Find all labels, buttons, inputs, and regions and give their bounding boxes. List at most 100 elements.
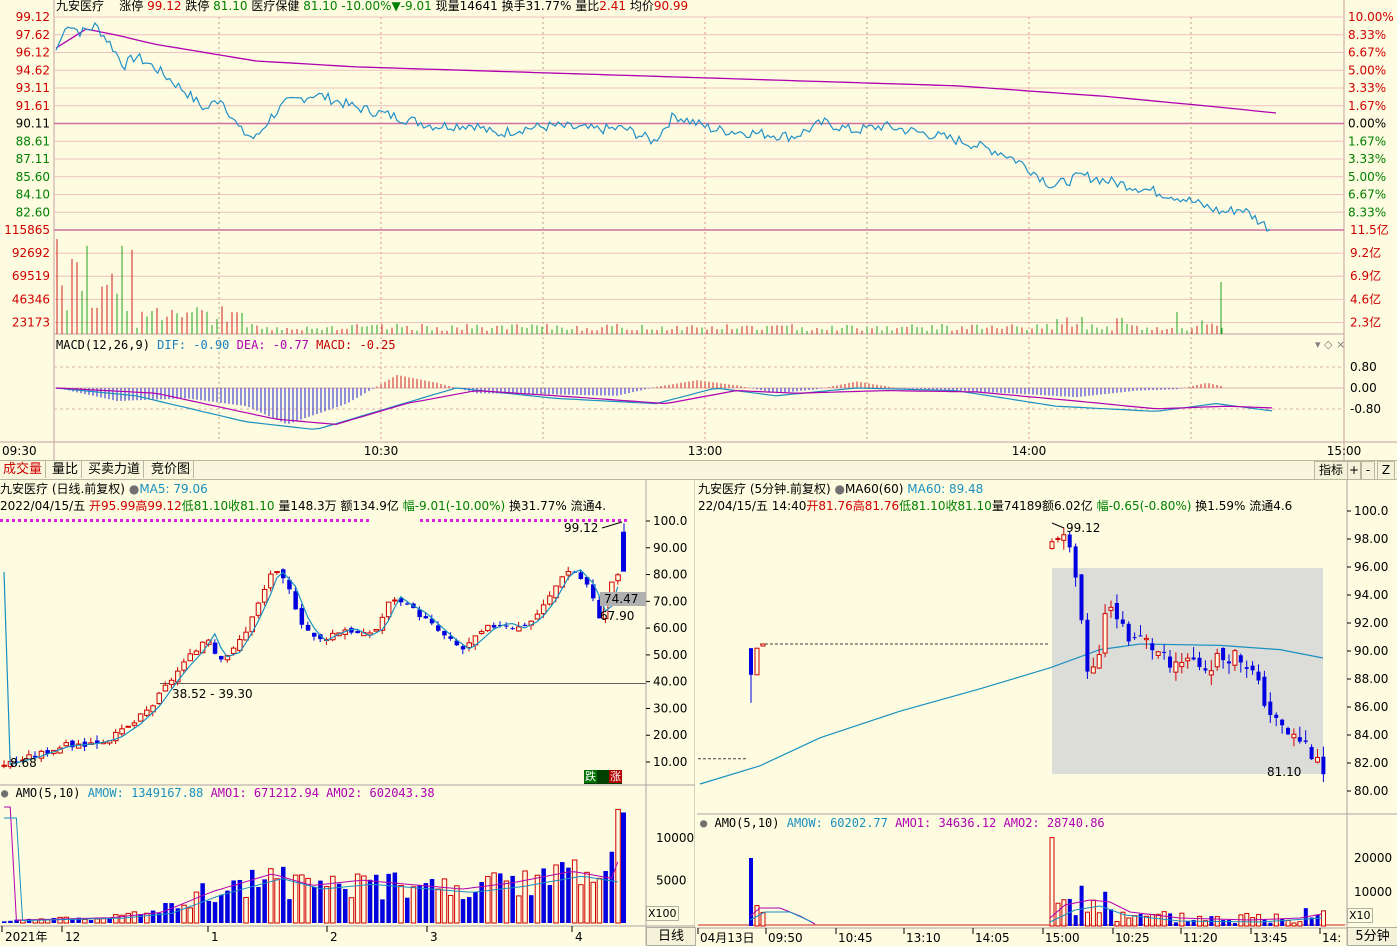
daily-candle-down — [436, 625, 441, 631]
ma60-dot-icon: ● — [834, 482, 845, 496]
daily-candle-down — [448, 636, 453, 639]
daily-amo-bar — [386, 873, 391, 923]
stock-name: 九安医疗 — [56, 0, 105, 13]
daily-candle-up — [261, 588, 268, 603]
m5-low-label: 81.10 — [1267, 765, 1301, 779]
daily-date-tick: 1 — [211, 930, 219, 944]
daily-ref-dot — [486, 519, 489, 522]
daily-ref-dot — [222, 519, 225, 522]
daily-price-tick: 80.00 — [653, 568, 687, 582]
daily-ref-dot — [426, 519, 429, 522]
macd-tick: 0.80 — [1350, 360, 1377, 374]
daily-ref-dot — [300, 519, 303, 522]
m5-candle-down — [1126, 623, 1131, 642]
daily-amo-bar — [547, 885, 553, 923]
close-icon[interactable]: × — [1336, 338, 1346, 351]
daily-amo-bar — [212, 902, 218, 923]
zoom-out-button[interactable]: - — [1361, 461, 1375, 480]
m5-amt: 额6.02亿 — [1042, 499, 1093, 513]
sector-chg: -9.01 — [400, 0, 432, 13]
daily-ref-dot — [60, 519, 63, 522]
m5-candle-down — [1150, 643, 1155, 651]
daily-candle-down — [312, 632, 317, 637]
daily-ref-dot — [444, 519, 447, 522]
daily-ma5-line — [3, 569, 619, 766]
daily-ref-dot — [162, 519, 165, 522]
daily-amo-bar — [318, 880, 323, 923]
daily-amo2-line — [4, 817, 618, 922]
daily-amo2: AMO2: 602043.38 — [326, 786, 435, 800]
daily-candle-up — [547, 595, 553, 605]
daily-ref-dot — [546, 519, 549, 522]
m5-amo-bar — [1321, 910, 1326, 927]
daily-ref-dot — [480, 519, 483, 522]
intraday-header: 九安医疗 涨停 99.12 跌停 81.10 医疗保健 81.10 -10.00… — [56, 0, 688, 13]
m5-amo-bar — [1280, 918, 1285, 926]
daily-amo-bar — [119, 914, 125, 924]
avg-label: 均价 — [629, 0, 654, 13]
m5-amo-bar — [1297, 921, 1303, 927]
m5-low: 低81.10 — [899, 499, 946, 513]
daily-amo-bar — [299, 874, 305, 924]
collapse-icon[interactable]: ▾ — [1315, 338, 1321, 351]
daily-date: 2022/04/15/五 — [0, 499, 86, 513]
tab-volume-ratio[interactable]: 量比 — [49, 461, 83, 478]
turn-label: 换手 — [501, 0, 526, 13]
zoom-in-button[interactable]: + — [1347, 461, 1361, 480]
z-button[interactable]: Z — [1377, 461, 1395, 480]
daily-ref-dot — [264, 519, 267, 522]
daily-price-tick: 40.00 — [653, 675, 687, 689]
m5-amo1-line — [749, 907, 816, 925]
m5-chg: 幅-0.65(-0.80%) — [1096, 499, 1192, 513]
m5-amo-bar — [1085, 911, 1090, 927]
daily-amo-bar — [374, 874, 379, 923]
m5-time-tick: 09:50 — [768, 931, 803, 945]
restore-icon[interactable]: ◇ — [1324, 338, 1333, 351]
daily-candle-up — [168, 679, 175, 685]
m5-amo-bar — [1061, 899, 1067, 927]
daily-amo-tick: 10000 — [656, 831, 694, 845]
daily-ref-dot — [432, 519, 435, 522]
daily-box-74 — [600, 592, 646, 606]
tab-auction[interactable]: 竞价图 — [148, 461, 195, 478]
daily-ref-dot — [330, 519, 333, 522]
m5-price-tick: 82.00 — [1354, 756, 1388, 770]
price-tick-left: 97.62 — [16, 28, 50, 42]
m5-candle-down — [1244, 667, 1249, 669]
m5-amo-bar — [1144, 915, 1149, 927]
m5-amo-bar — [749, 858, 753, 926]
daily-amo-bar — [312, 886, 317, 923]
daily-amo-bar — [268, 868, 274, 924]
daily-chart[interactable]: 100.0 90.00 80.00 70.00 60.00 50.00 40.00 30.00… — [0, 0, 695, 945]
daily-amo-bar — [63, 916, 69, 924]
m5-amo-bar — [1227, 919, 1232, 926]
daily-amo-header: ● AMO(5,10) AMOW: 1349167.88 AMO1: 67121… — [1, 786, 435, 800]
m5-candle-down — [1079, 574, 1084, 621]
daily-amo-bar — [367, 879, 373, 923]
macd-panel-controls[interactable]: ▾ ◇ × — [1315, 338, 1345, 351]
daily-candle-up — [131, 722, 138, 726]
price-tick-left: 87.11 — [16, 152, 50, 166]
intraday-chart[interactable]: 99.12 10.00% 97.62 8.33% 96.12 6.67% 94.62 5.00… — [0, 0, 1397, 460]
m5-price-tick: 92.00 — [1354, 616, 1388, 630]
m5-amo-bar — [1191, 919, 1196, 926]
daily-amo-bar — [243, 896, 249, 924]
amo-dot-icon: ● — [1, 786, 9, 800]
m5-ma-label: MA60(60) — [844, 482, 904, 496]
period-5min-button[interactable]: 5分钟 — [1347, 927, 1397, 946]
m5-time-tick: 13:10 — [906, 931, 941, 945]
daily-vol: 量148.3万 — [278, 499, 337, 513]
daily-amo-bar — [348, 897, 355, 924]
price-tick-left: 96.12 — [16, 46, 50, 60]
daily-amo-bar — [250, 869, 255, 923]
macd-dea: DEA: -0.77 — [236, 338, 309, 352]
tab-buy-sell-force[interactable]: 买卖力道 — [85, 461, 145, 478]
tab-volume[interactable]: 成交量 — [0, 461, 47, 478]
vol-tick-right: 4.6亿 — [1350, 291, 1381, 306]
daily-amo-bar — [498, 873, 503, 923]
daily-amo-tick: 5000 — [656, 874, 687, 888]
m5-candle-down — [1085, 619, 1090, 672]
daily-ref-dot — [324, 519, 327, 522]
daily-candle-down — [45, 750, 50, 754]
